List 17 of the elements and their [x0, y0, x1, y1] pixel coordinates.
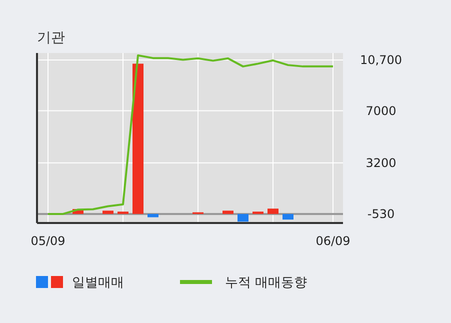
x-tick-label: 06/09: [316, 234, 350, 248]
y-tick-label: 7000: [366, 104, 396, 118]
line-series: [47, 54, 334, 215]
chart-title: 기관: [37, 30, 65, 46]
bar: [132, 64, 144, 214]
legend-label: 일별매매: [72, 276, 124, 291]
bar: [282, 214, 294, 220]
legend-label: 누적 매매동향: [225, 276, 308, 291]
y-tick-label: 3200: [366, 156, 396, 170]
x-tick-label: 05/09: [30, 234, 66, 248]
bar: [148, 214, 158, 218]
y-tick-label: -530: [367, 207, 395, 222]
bar: [268, 208, 278, 214]
bar: [102, 210, 114, 214]
bar: [238, 214, 248, 222]
y-tick-label: 10,700: [360, 53, 402, 68]
bar: [222, 210, 234, 214]
